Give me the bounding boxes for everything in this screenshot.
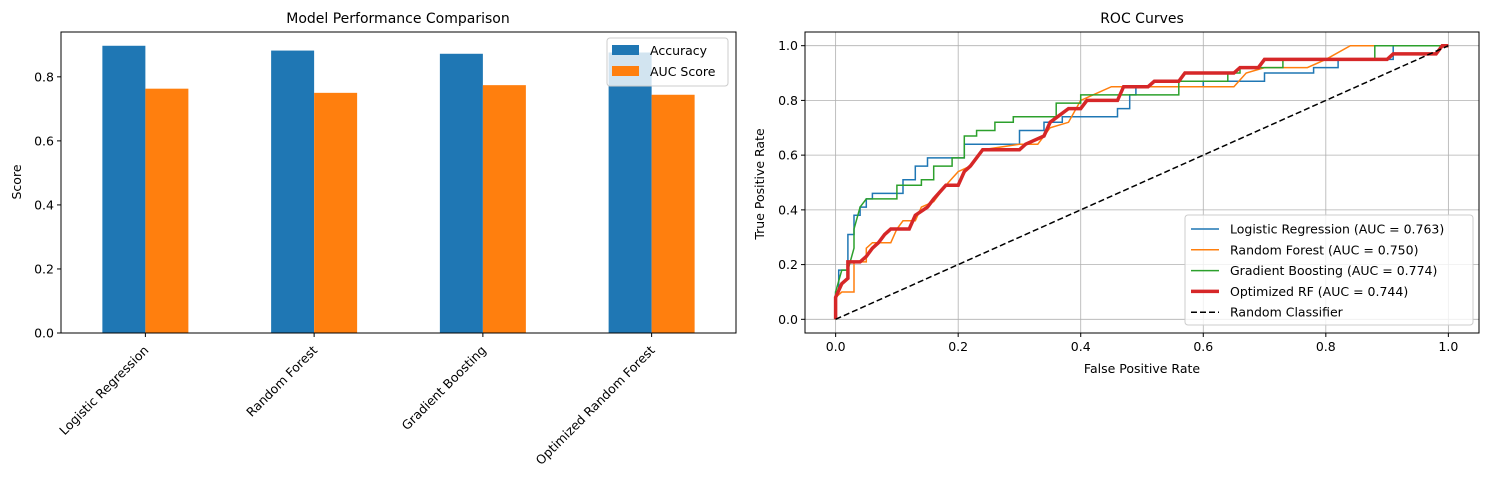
- legend-swatch-accuracy: [612, 45, 639, 55]
- roc-legend: Logistic Regression (AUC = 0.763) Random …: [1184, 214, 1474, 326]
- bar-chart: Model Performance Comparison 0.00.20.40.…: [9, 11, 737, 468]
- bar-x-ticks: Logistic Regression Random Forest Gradient…: [56, 333, 658, 468]
- bar-accuracy-logistic-regression: [102, 45, 146, 333]
- bar-bars: [102, 45, 695, 334]
- roc-x-tick-label: 0.2: [948, 339, 968, 354]
- roc-x-axis-label: False Positive Rate: [1084, 361, 1200, 376]
- roc-x-ticks: 0.0 0.2 0.4 0.6 0.8 1.0: [826, 333, 1458, 354]
- roc-x-tick-label: 0.6: [1193, 339, 1213, 354]
- bar-chart-title: Model Performance Comparison: [286, 11, 509, 27]
- roc-grid: [805, 32, 1479, 333]
- bar-y-ticks: 0.0 0.2 0.4 0.6 0.8: [34, 69, 61, 341]
- roc-x-tick-label: 0.0: [826, 339, 846, 354]
- roc-line-optimized-rf: [833, 43, 1449, 320]
- roc-plot-frame: [804, 31, 1480, 334]
- roc-legend-label-gradient-boosting: Gradient Boosting (AUC = 0.774): [1230, 263, 1437, 278]
- roc-y-tick-label: 1.0: [778, 38, 798, 53]
- bar-x-tick-label: Optimized Random Forest: [533, 342, 658, 467]
- roc-lines: [833, 43, 1449, 320]
- roc-x-tick-label: 0.4: [1071, 339, 1091, 354]
- roc-y-tick-label: 0.6: [778, 148, 798, 163]
- bar-accuracy-optimized-random-forest: [608, 52, 652, 333]
- roc-y-ticks: 0.0 0.2 0.4 0.6 0.8 1.0: [778, 38, 805, 327]
- roc-chart-title: ROC Curves: [1100, 11, 1184, 27]
- roc-chart: ROC Curves 0.00.20.40.60.81.0 0.0 0.2 0.4 0…: [752, 11, 1480, 376]
- bar-y-tick-label: 0.0: [34, 326, 54, 341]
- roc-y-tick-label: 0.8: [778, 93, 798, 108]
- roc-y-tick-label: 0.0: [778, 312, 798, 327]
- roc-legend-box: [1184, 214, 1474, 326]
- bar-y-tick-label: 0.4: [34, 197, 54, 212]
- bar-y-tick-label: 0.6: [34, 133, 54, 148]
- bar-y-axis-label: Score: [9, 164, 24, 199]
- roc-y-axis-label: True Positive Rate: [752, 128, 767, 241]
- roc-y-tick-label: 0.2: [778, 257, 798, 272]
- bar-auc-score-random-forest: [314, 92, 358, 333]
- roc-line-random-forest: [834, 44, 1449, 320]
- bar-legend: Accuracy AUC Score: [606, 37, 729, 87]
- roc-legend-label-logistic-regression: Logistic Regression (AUC = 0.763): [1230, 222, 1444, 237]
- roc-legend-label-random-classifier: Random Classifier: [1230, 305, 1344, 320]
- bar-y-tick-label: 0.8: [34, 69, 54, 84]
- bar-y-tick-label: 0.2: [34, 261, 54, 276]
- legend-label-auc-score: AUC Score: [650, 64, 716, 79]
- roc-legend-label-optimized-rf: Optimized RF (AUC = 0.744): [1230, 284, 1408, 299]
- bar-x-tick-label: Logistic Regression: [56, 343, 151, 438]
- bar-auc-score-gradient-boosting: [482, 85, 526, 333]
- roc-y-tick-label: 0.4: [778, 202, 798, 217]
- roc-x-tick-label: 0.8: [1316, 339, 1336, 354]
- bar-auc-score-optimized-random-forest: [651, 94, 695, 333]
- bar-x-tick-label: Random Forest: [243, 342, 320, 419]
- legend-swatch-auc-score: [612, 66, 639, 76]
- bar-accuracy-gradient-boosting: [439, 53, 483, 333]
- legend-label-accuracy: Accuracy: [650, 43, 708, 58]
- roc-x-tick-label: 1.0: [1438, 339, 1458, 354]
- roc-legend-label-random-forest: Random Forest (AUC = 0.750): [1230, 242, 1418, 257]
- bar-x-tick-label: Gradient Boosting: [398, 343, 489, 434]
- roc-line-random-classifier: [835, 45, 1449, 320]
- bar-accuracy-random-forest: [271, 50, 315, 334]
- bar-auc-score-logistic-regression: [145, 88, 189, 333]
- bar-plot-frame: [60, 31, 737, 334]
